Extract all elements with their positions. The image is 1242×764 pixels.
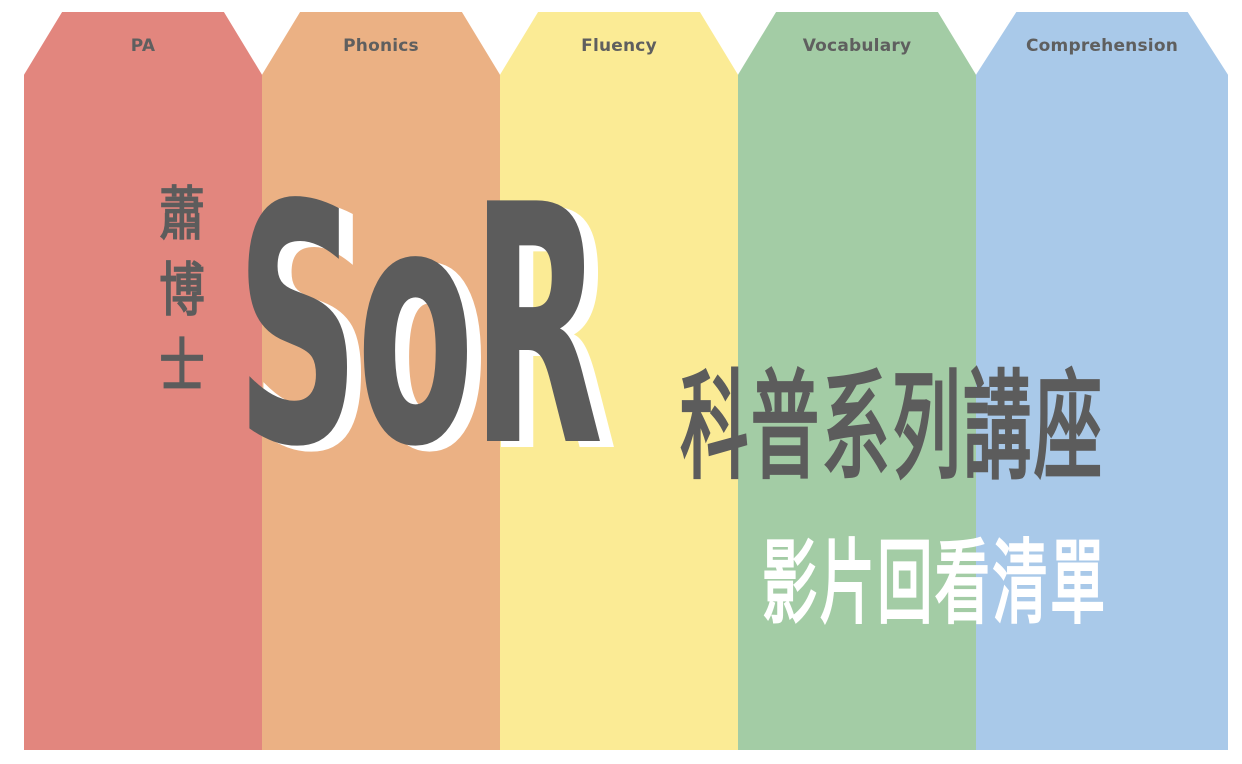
column-label-vocabulary: Vocabulary: [802, 36, 912, 56]
column-label-phonics: Phonics: [343, 36, 419, 56]
column-vocabulary: Vocabulary: [738, 12, 976, 750]
column-phonics: Phonics: [262, 12, 500, 750]
column-label-comprehension: Comprehension: [1025, 36, 1178, 56]
column-label-fluency: Fluency: [581, 36, 657, 56]
column-label-pa: PA: [130, 36, 156, 56]
column-fluency: Fluency: [500, 12, 738, 750]
column-pa: PA: [24, 12, 262, 750]
column-comprehension: Comprehension: [976, 12, 1228, 750]
